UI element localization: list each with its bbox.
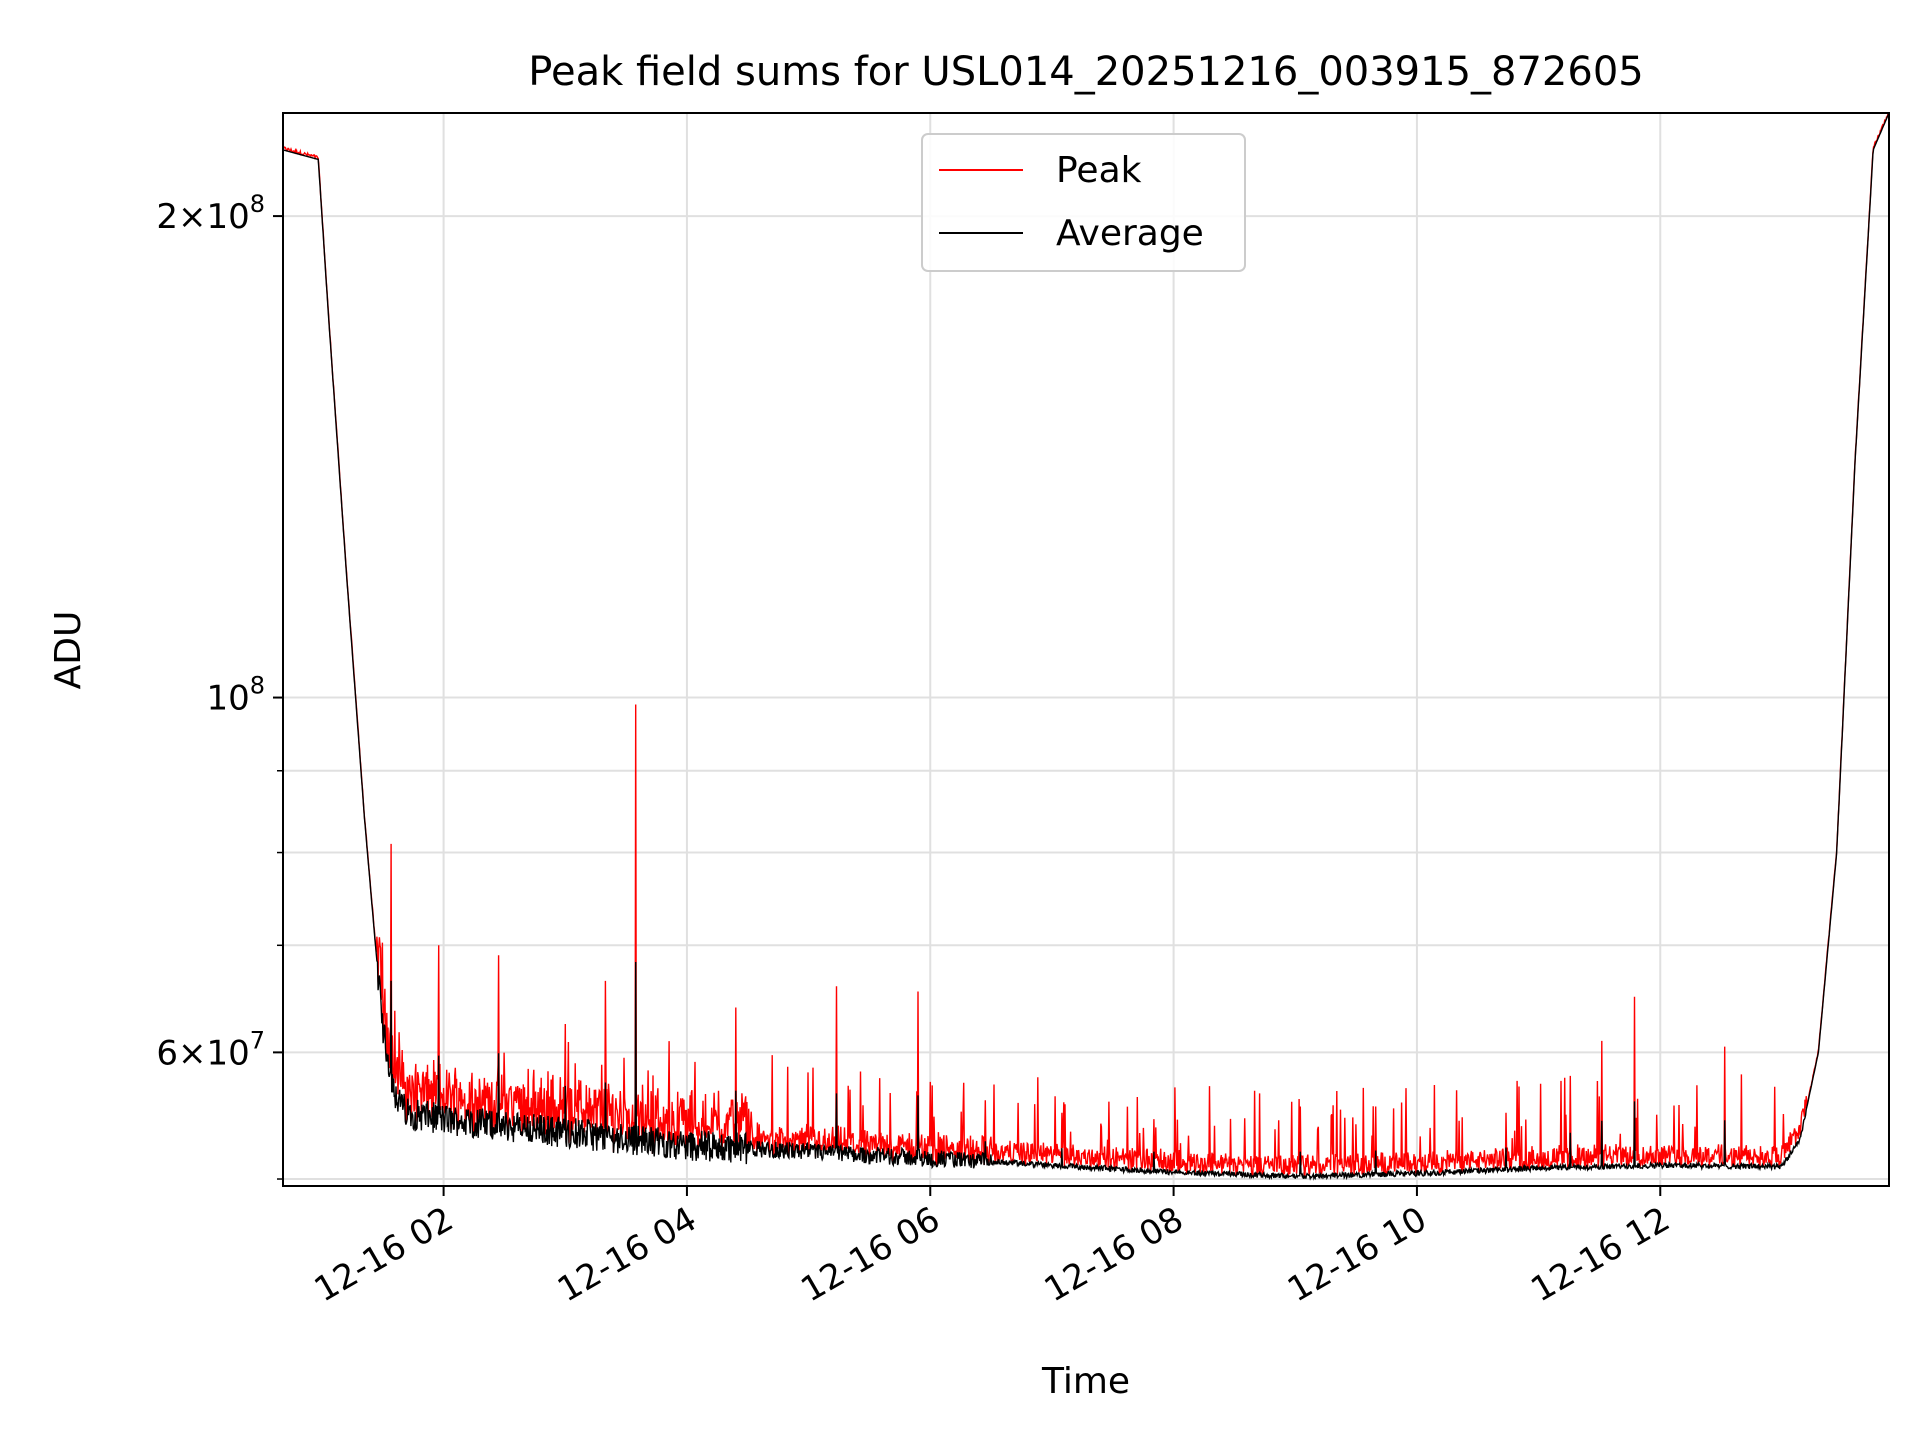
- x-axis-label: Time: [1041, 1361, 1130, 1402]
- y-axis-label: ADU: [48, 611, 89, 690]
- series-layer: [283, 113, 1889, 1181]
- legend-label-average: Average: [1056, 213, 1204, 254]
- series-line-peak: [283, 113, 1889, 1178]
- legend-box: [921, 133, 1246, 272]
- y-tick-label: 108: [206, 672, 265, 719]
- grid-layer: [283, 113, 1889, 1186]
- plot-frame: [282, 112, 1890, 1187]
- chart-title: Peak field sums for USL014_20251216_0039…: [528, 49, 1643, 95]
- y-tick-label: 2×108: [156, 190, 265, 237]
- legend-label-peak: Peak: [1056, 150, 1142, 191]
- y-tick-label: 6×107: [156, 1026, 265, 1073]
- series-line-average: [283, 113, 1889, 1181]
- legend: Peak Average: [921, 133, 1246, 272]
